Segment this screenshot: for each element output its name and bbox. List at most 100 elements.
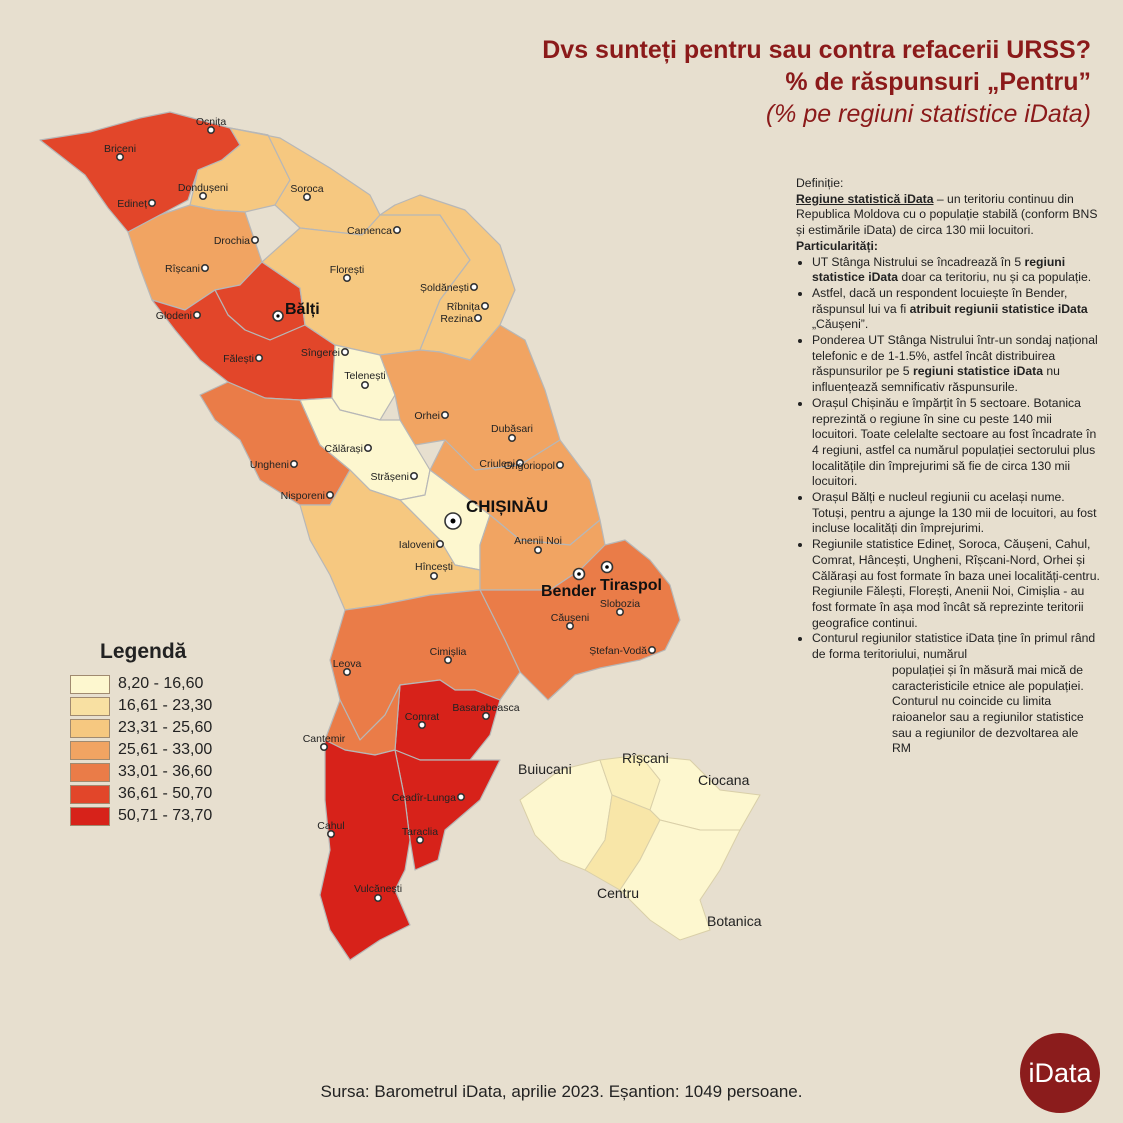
place-label: Șoldănești: [420, 282, 469, 294]
legend-swatch: [70, 718, 110, 738]
place-marker: [342, 273, 351, 282]
legend-row: 50,71 - 73,70: [70, 806, 270, 826]
sector-label-botanica: Botanica: [707, 913, 762, 929]
title-line-3: (% pe regiuni statistice iData): [765, 100, 1091, 128]
place-marker: [319, 742, 328, 751]
legend-row: 8,20 - 16,60: [70, 674, 270, 694]
place-label: Edineț: [117, 198, 147, 210]
legend-row: 16,61 - 23,30: [70, 696, 270, 716]
place-label: Florești: [330, 264, 364, 276]
legend-row: 33,01 - 36,60: [70, 762, 270, 782]
place-label: Nisporeni: [281, 490, 325, 502]
place-marker: [555, 460, 564, 469]
place-label: Căușeni: [551, 612, 590, 624]
legend-row: 36,61 - 50,70: [70, 784, 270, 804]
sector-label-ciocana: Ciocana: [698, 772, 750, 788]
sector-label-buiucani: Buiucani: [518, 761, 572, 777]
legend-title: Legendă: [100, 640, 187, 663]
chisinau-inset: [519, 754, 761, 941]
definition-text: – un teritoriu continuu din Republica Mo…: [796, 191, 1098, 238]
list-item: Ponderea UT Stânga Nistrului într-un son…: [812, 333, 1100, 396]
place-label: Slobozia: [600, 598, 640, 610]
region-ceadir-taraclia: [394, 749, 501, 871]
place-marker: [289, 459, 298, 468]
place-marker: [409, 471, 418, 480]
place-label: Ialoveni: [399, 539, 435, 551]
place-marker: [251, 236, 260, 245]
place-label: Anenii Noi: [514, 535, 562, 547]
legend-swatch: [70, 696, 110, 716]
bender-label: Bender: [541, 583, 596, 600]
definition-label: Definiție:: [796, 176, 844, 190]
place-label: Rîbnița: [447, 301, 480, 313]
place-marker: [647, 645, 656, 654]
place-marker: [340, 347, 349, 356]
title-line-2: % de răspunsuri „Pentru”: [785, 68, 1091, 96]
balti-label: Bălți: [285, 301, 320, 318]
list-item: Regiunile statistice Edineț, Soroca, Cău…: [812, 537, 1100, 631]
list-item: UT Stânga Nistrului se încadrează în 5 r…: [812, 255, 1100, 286]
place-marker: [207, 126, 216, 135]
place-label: Rîșcani: [165, 263, 200, 275]
place-marker: [415, 835, 424, 844]
place-marker: [255, 353, 264, 362]
place-label: Hîncești: [415, 561, 453, 573]
sector-botanica: [619, 819, 741, 941]
legend-swatch: [70, 740, 110, 760]
legend-range: 25,61 - 33,00: [118, 741, 213, 758]
place-marker: [392, 226, 401, 235]
place-marker: [429, 571, 438, 580]
title-block: Dvs sunteți pentru sau contra refacerii …: [542, 34, 1091, 130]
place-marker: [302, 193, 311, 202]
list-item: Conturul regiunilor statistice iData țin…: [812, 631, 1100, 757]
place-label: Grigoriopol: [504, 460, 555, 472]
place-label: Taraclia: [402, 826, 438, 838]
place-label: Leova: [333, 658, 362, 670]
sector-label-centru: Centru: [597, 885, 639, 901]
place-label: Strășeni: [370, 471, 409, 483]
particularities-list: UT Stânga Nistrului se încadrează în 5 r…: [796, 255, 1100, 758]
place-marker: [565, 621, 574, 630]
place-marker: [440, 410, 449, 419]
place-marker: [615, 607, 624, 616]
place-label: Cantemir: [303, 733, 346, 745]
place-marker: [116, 153, 125, 162]
place-label: Vulcănești: [354, 883, 402, 895]
place-marker: [342, 667, 351, 676]
particularities-label: Particularități:: [796, 238, 878, 253]
legend-swatch: [70, 674, 110, 694]
place-marker: [417, 720, 426, 729]
place-label: Basarabeasca: [452, 702, 519, 714]
place-label: Ștefan-Vodă: [589, 645, 647, 657]
place-label: Telenești: [344, 370, 385, 382]
place-marker: [363, 443, 372, 452]
legend-row: 23,31 - 25,60: [70, 718, 270, 738]
place-marker: [373, 893, 382, 902]
place-marker: [325, 490, 334, 499]
legend-range: 16,61 - 23,30: [118, 697, 213, 714]
place-marker: [199, 192, 208, 201]
place-label: Briceni: [104, 143, 136, 155]
list-item: Orașul Bălți e nucleul regiunii cu acela…: [812, 490, 1100, 537]
title-line-1: Dvs sunteți pentru sau contra refacerii …: [542, 36, 1091, 64]
place-label: Glodeni: [156, 310, 192, 322]
legend-swatch: [70, 784, 110, 804]
place-label: Cahul: [317, 820, 344, 832]
list-item: Orașul Chișinău e împărțit în 5 sectoare…: [812, 396, 1100, 490]
place-label: Orhei: [414, 410, 440, 422]
tiraspol-label: Tiraspol: [600, 577, 662, 594]
place-marker: [480, 301, 489, 310]
place-label: Fălești: [223, 353, 254, 365]
place-marker: [469, 282, 478, 291]
legend-range: 8,20 - 16,60: [118, 675, 204, 692]
place-label: Ungheni: [250, 459, 289, 471]
place-label: Comrat: [405, 711, 440, 723]
place-marker: [326, 829, 335, 838]
place-marker: [360, 380, 369, 389]
place-label: Dubăsari: [491, 423, 533, 435]
place-label: Sîngerei: [301, 347, 340, 359]
place-label: Ceadîr-Lunga: [392, 792, 456, 804]
list-item: Astfel, dacă un respondent locuiește în …: [812, 286, 1100, 333]
place-marker: [435, 539, 444, 548]
region-cahul: [319, 739, 411, 961]
